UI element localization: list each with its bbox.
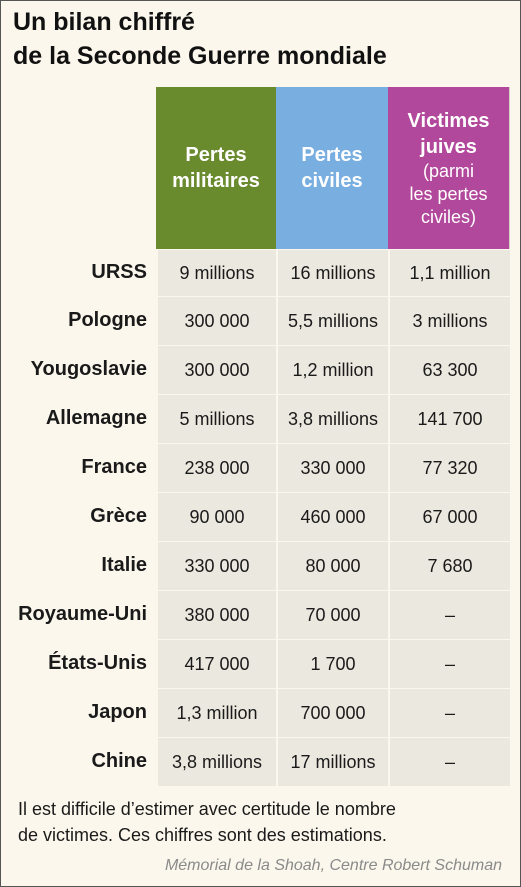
country-name: Pologne — [68, 309, 147, 331]
military-losses-cell: 238 000 — [156, 443, 276, 492]
country-name: France — [81, 456, 147, 478]
civilian-losses-cell: 5,5 millions — [276, 296, 388, 345]
civilian-losses-cell: 700 000 — [276, 688, 388, 737]
source-credit: Mémorial de la Shoah, Centre Robert Schu… — [164, 857, 502, 874]
header-military-losses: Pertes militaires — [156, 87, 276, 249]
civilian-losses-cell: 460 000 — [276, 492, 388, 541]
civilian-losses-cell: 330 000 — [276, 443, 388, 492]
civilian-losses-cell: 70 000 — [276, 590, 388, 639]
title-line-2: de la Seconde Guerre mondiale — [13, 42, 387, 70]
civilian-losses-cell: 1,2 million — [276, 345, 388, 394]
table-row: Grèce 90 000 460 000 67 000 — [1, 492, 510, 541]
table-row: Royaume-Uni 380 000 70 000 – — [1, 590, 510, 639]
table-row: Chine 3,8 millions 17 millions – — [1, 737, 510, 786]
military-losses-cell: 300 000 — [156, 296, 276, 345]
civilian-losses-cell: 80 000 — [276, 541, 388, 590]
country-name: Royaume-Uni — [18, 603, 147, 625]
military-losses-cell: 1,3 million — [156, 688, 276, 737]
table-row: URSS 9 millions 16 millions 1,1 million — [1, 249, 510, 296]
jewish-victims-cell: 67 000 — [388, 492, 510, 541]
table-row: Yougoslavie 300 000 1,2 million 63 300 — [1, 345, 510, 394]
civilian-losses-cell: 1 700 — [276, 639, 388, 688]
military-losses-cell: 3,8 millions — [156, 737, 276, 786]
jewish-victims-cell: 3 millions — [388, 296, 510, 345]
military-losses-cell: 300 000 — [156, 345, 276, 394]
header-civilian-losses: Pertes civiles — [276, 87, 388, 249]
jewish-victims-cell: – — [388, 590, 510, 639]
header-jewish-victims: Victimes juives (parmi les pertes civile… — [388, 87, 510, 249]
estimate-note: Il est difficile d’estimer avec certitud… — [18, 796, 513, 848]
jewish-victims-cell: – — [388, 737, 510, 786]
table-row: États-Unis 417 000 1 700 – — [1, 639, 510, 688]
jewish-victims-cell: – — [388, 688, 510, 737]
casualties-table: Pertes militaires Pertes civiles Victime… — [1, 87, 510, 786]
military-losses-cell: 417 000 — [156, 639, 276, 688]
title-line-1: Un bilan chiffré — [13, 8, 195, 36]
jewish-victims-cell: 7 680 — [388, 541, 510, 590]
page-title: Un bilan chiffré de la Seconde Guerre mo… — [13, 5, 387, 73]
table-row: Japon 1,3 million 700 000 – — [1, 688, 510, 737]
table-header-row: Pertes militaires Pertes civiles Victime… — [1, 87, 510, 249]
table-row: Allemagne 5 millions 3,8 millions 141 70… — [1, 394, 510, 443]
military-losses-cell: 5 millions — [156, 394, 276, 443]
table-corner — [1, 87, 156, 249]
military-losses-cell: 90 000 — [156, 492, 276, 541]
civilian-losses-cell: 16 millions — [276, 249, 388, 296]
jewish-victims-cell: – — [388, 639, 510, 688]
country-name: Grèce — [90, 505, 147, 527]
jewish-victims-cell: 63 300 — [388, 345, 510, 394]
jewish-victims-cell: 141 700 — [388, 394, 510, 443]
military-losses-cell: 330 000 — [156, 541, 276, 590]
country-name: Chine — [91, 750, 147, 772]
civilian-losses-cell: 3,8 millions — [276, 394, 388, 443]
military-losses-cell: 380 000 — [156, 590, 276, 639]
jewish-victims-cell: 77 320 — [388, 443, 510, 492]
table-row: France 238 000 330 000 77 320 — [1, 443, 510, 492]
country-name: Italie — [101, 554, 147, 576]
civilian-losses-cell: 17 millions — [276, 737, 388, 786]
note-line-1: Il est difficile d’estimer avec certitud… — [18, 799, 396, 819]
country-name: États-Unis — [48, 652, 147, 674]
jewish-victims-cell: 1,1 million — [388, 249, 510, 296]
note-line-2: de victimes. Ces chiffres sont des estim… — [18, 825, 387, 845]
country-name: Japon — [88, 701, 147, 723]
country-name: Allemagne — [45, 407, 147, 429]
table-row: Italie 330 000 80 000 7 680 — [1, 541, 510, 590]
table-row: Pologne 300 000 5,5 millions 3 millions — [1, 296, 510, 345]
country-name: URSS — [91, 261, 147, 283]
country-name: Yougoslavie — [30, 358, 147, 380]
military-losses-cell: 9 millions — [156, 249, 276, 296]
